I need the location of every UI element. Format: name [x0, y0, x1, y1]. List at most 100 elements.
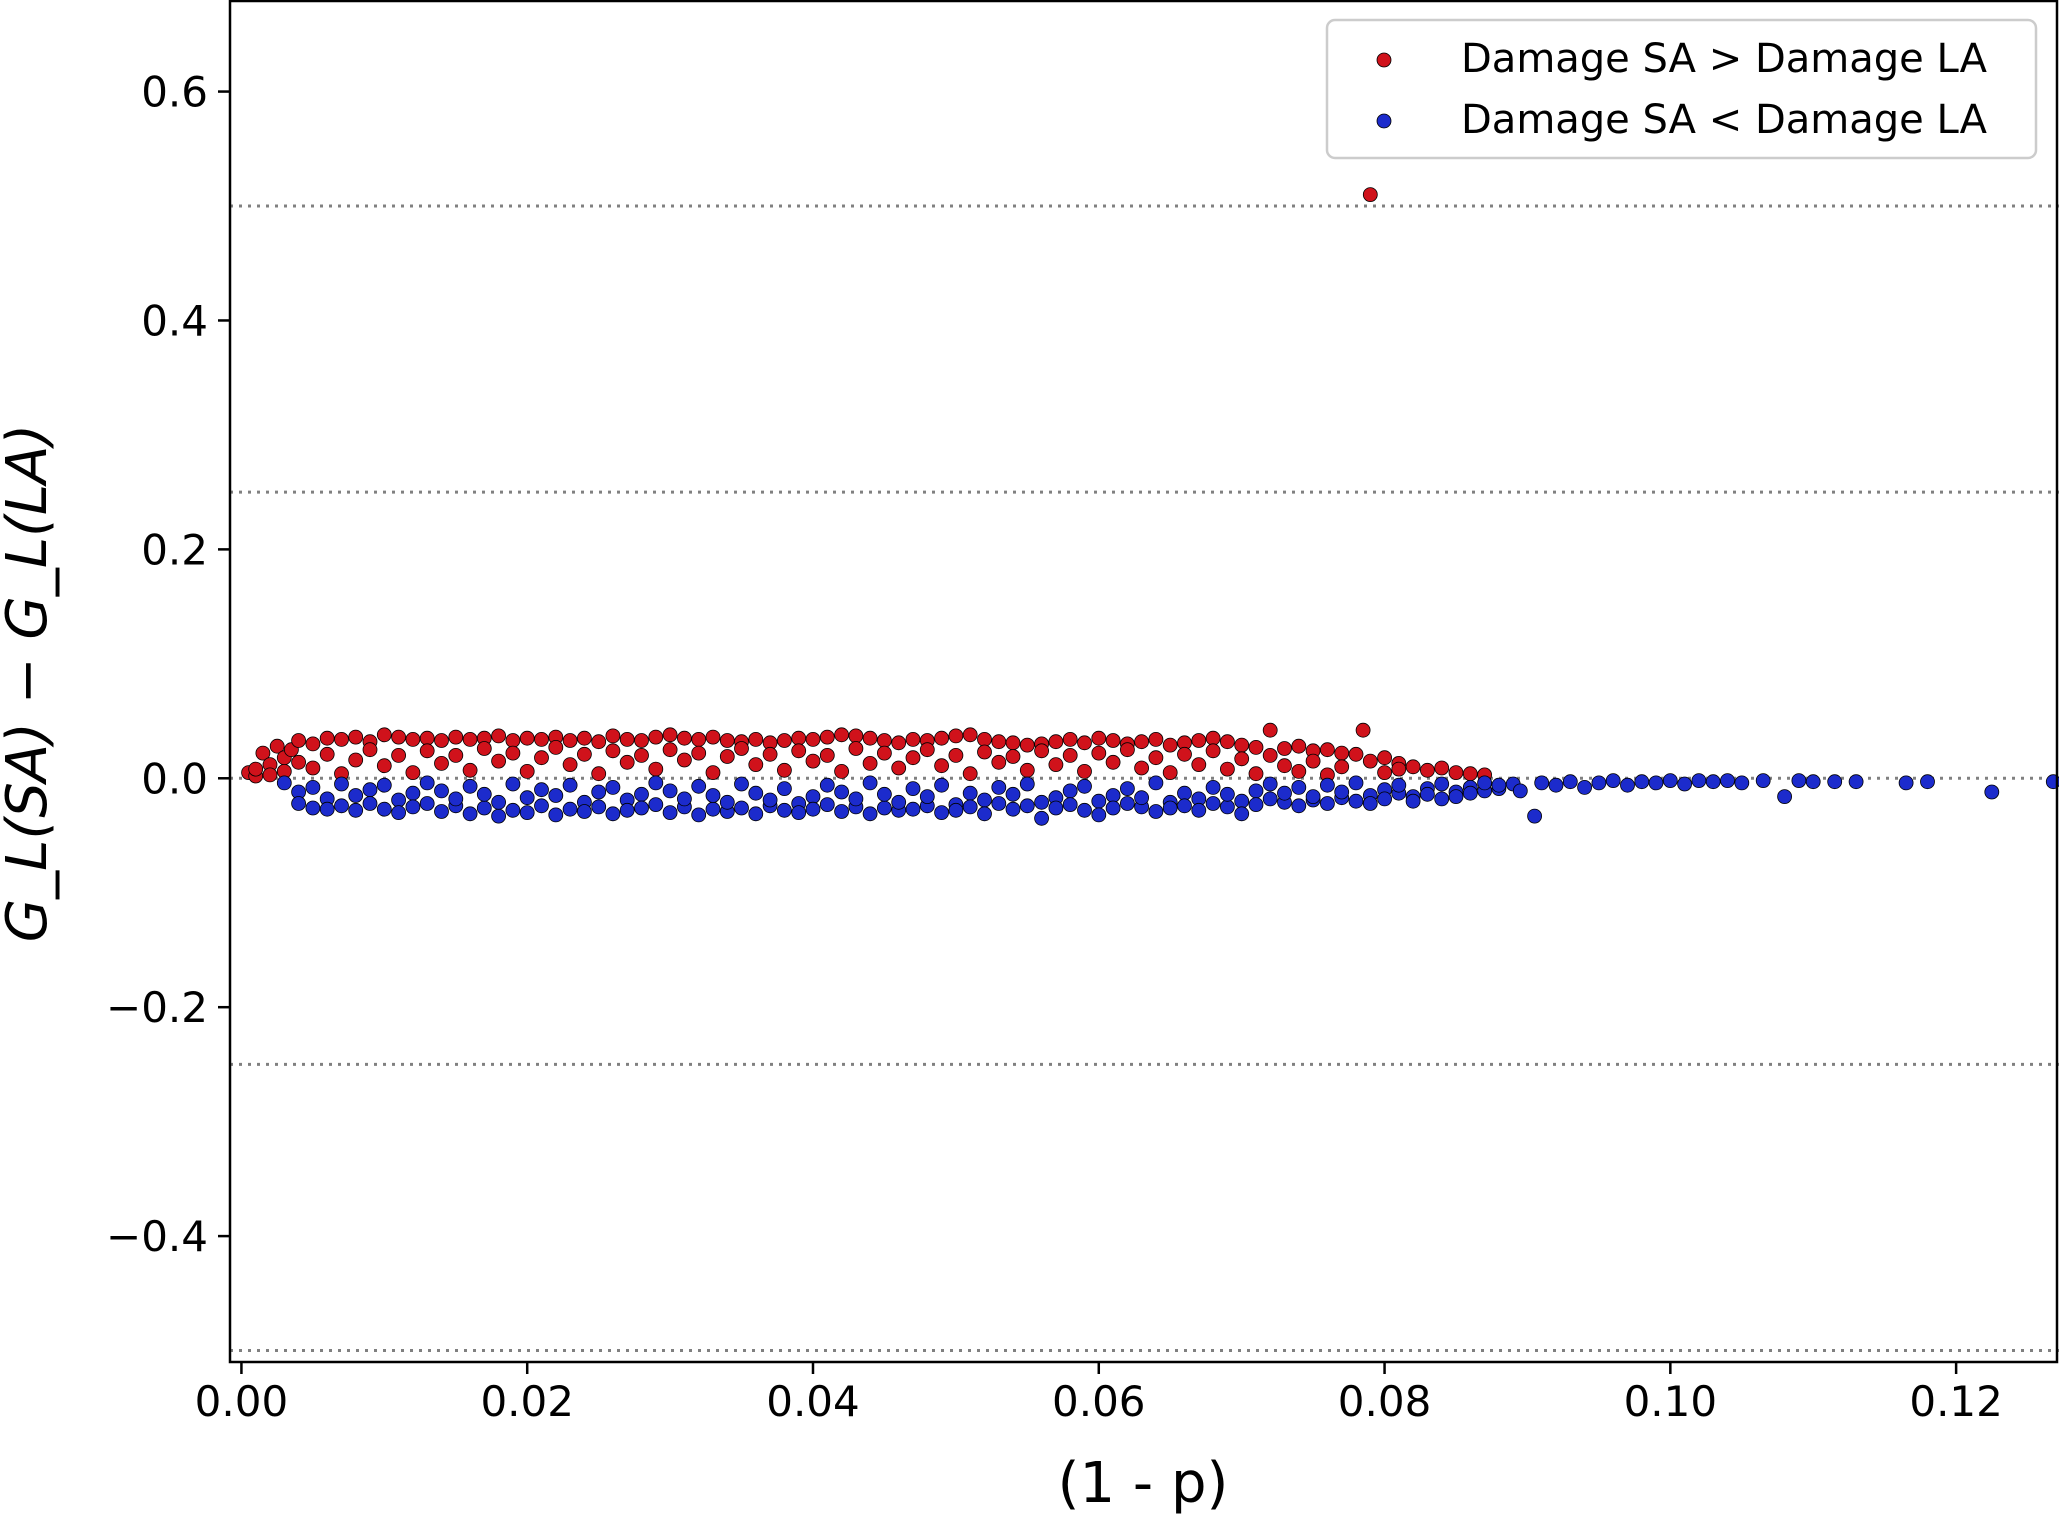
- data-point: [1291, 780, 1307, 795]
- data-point: [1420, 786, 1435, 802]
- data-point: [734, 776, 749, 792]
- data-point: [491, 808, 507, 824]
- data-point: [405, 765, 421, 780]
- data-point: [1377, 791, 1392, 807]
- data-point: [719, 794, 735, 810]
- data-point: [862, 775, 878, 791]
- data-point: [1205, 796, 1221, 811]
- data-point: [448, 748, 464, 763]
- data-point: [1091, 807, 1107, 823]
- data-point: [1591, 775, 1607, 791]
- data-point: [1348, 775, 1364, 791]
- data-point: [1019, 762, 1035, 778]
- data-point: [1148, 750, 1164, 766]
- data-point: [834, 764, 849, 779]
- data-point: [734, 741, 749, 756]
- data-point: [1491, 777, 1507, 793]
- data-point: [1477, 775, 1492, 791]
- data-point: [834, 784, 849, 800]
- data-point: [1420, 762, 1435, 778]
- x-tick-label: 0.04: [766, 1377, 860, 1426]
- data-point: [1320, 777, 1335, 793]
- data-point: [862, 806, 878, 822]
- data-point: [262, 767, 278, 783]
- data-point: [1105, 754, 1121, 770]
- data-point: [291, 796, 307, 811]
- x-tick-label: 0.06: [1052, 1377, 1146, 1426]
- data-point: [1234, 751, 1250, 767]
- x-tick-label: 0.10: [1624, 1377, 1718, 1426]
- data-point: [1305, 789, 1321, 804]
- data-point: [1005, 735, 1021, 751]
- data-point: [1034, 810, 1049, 826]
- data-point: [1577, 780, 1592, 795]
- data-point: [934, 758, 949, 774]
- data-point: [905, 801, 921, 817]
- data-point: [1720, 773, 1735, 788]
- data-point: [1827, 774, 1843, 790]
- data-point: [305, 780, 321, 795]
- data-point: [534, 798, 549, 814]
- data-point: [1262, 722, 1278, 738]
- legend-label-sa-greater: Damage SA > Damage LA: [1461, 36, 1988, 82]
- data-point: [1391, 777, 1407, 793]
- data-point: [1405, 759, 1421, 775]
- data-point: [605, 780, 621, 795]
- data-point: [777, 762, 792, 778]
- data-point: [1177, 798, 1192, 814]
- data-point: [319, 801, 335, 817]
- data-point: [1377, 765, 1392, 780]
- data-point: [862, 730, 878, 746]
- data-point: [255, 745, 271, 761]
- data-point: [476, 800, 492, 816]
- legend-marker-blue: [1376, 113, 1392, 129]
- data-point: [777, 733, 792, 748]
- data-point: [905, 781, 921, 796]
- data-point: [1005, 801, 1021, 817]
- data-point: [762, 746, 778, 762]
- data-point: [891, 794, 907, 810]
- data-point: [362, 782, 378, 798]
- data-point: [1691, 773, 1707, 788]
- data-point: [677, 730, 692, 746]
- data-point: [819, 748, 835, 763]
- data-point: [1648, 775, 1664, 791]
- x-axis-ticks: 0.00 0.02 0.04 0.06 0.08 0.10 0.12: [195, 1362, 2003, 1426]
- data-point: [462, 732, 478, 747]
- data-point: [591, 799, 607, 815]
- data-point: [276, 775, 292, 791]
- data-point: [1248, 783, 1264, 799]
- data-point: [1334, 784, 1350, 800]
- x-tick-label: 0.08: [1338, 1377, 1432, 1426]
- data-point: [1248, 797, 1264, 812]
- data-point: [534, 782, 549, 798]
- data-point: [891, 735, 907, 751]
- data-point: [605, 728, 621, 744]
- data-point: [634, 786, 649, 802]
- data-point: [891, 760, 907, 776]
- data-point: [1077, 735, 1092, 751]
- data-point: [605, 806, 621, 822]
- data-point: [1062, 783, 1078, 799]
- data-point: [819, 797, 835, 812]
- data-point: [548, 788, 564, 803]
- data-point: [534, 750, 549, 766]
- data-point: [1191, 733, 1207, 748]
- data-point: [1334, 759, 1350, 775]
- data-point: [1105, 800, 1121, 816]
- data-point: [391, 748, 407, 763]
- data-point: [1191, 757, 1207, 772]
- y-tick-label: 0.6: [141, 68, 208, 117]
- data-point: [1234, 806, 1250, 822]
- data-point: [1062, 732, 1078, 747]
- y-tick-label: 0.4: [141, 296, 208, 345]
- data-point: [1291, 764, 1307, 779]
- data-point: [977, 744, 992, 760]
- data-point: [476, 786, 492, 802]
- data-point: [1320, 796, 1335, 811]
- data-point: [934, 730, 949, 746]
- data-point: [748, 806, 764, 822]
- data-point: [977, 732, 992, 747]
- data-point: [1534, 775, 1550, 791]
- data-point: [1148, 804, 1164, 819]
